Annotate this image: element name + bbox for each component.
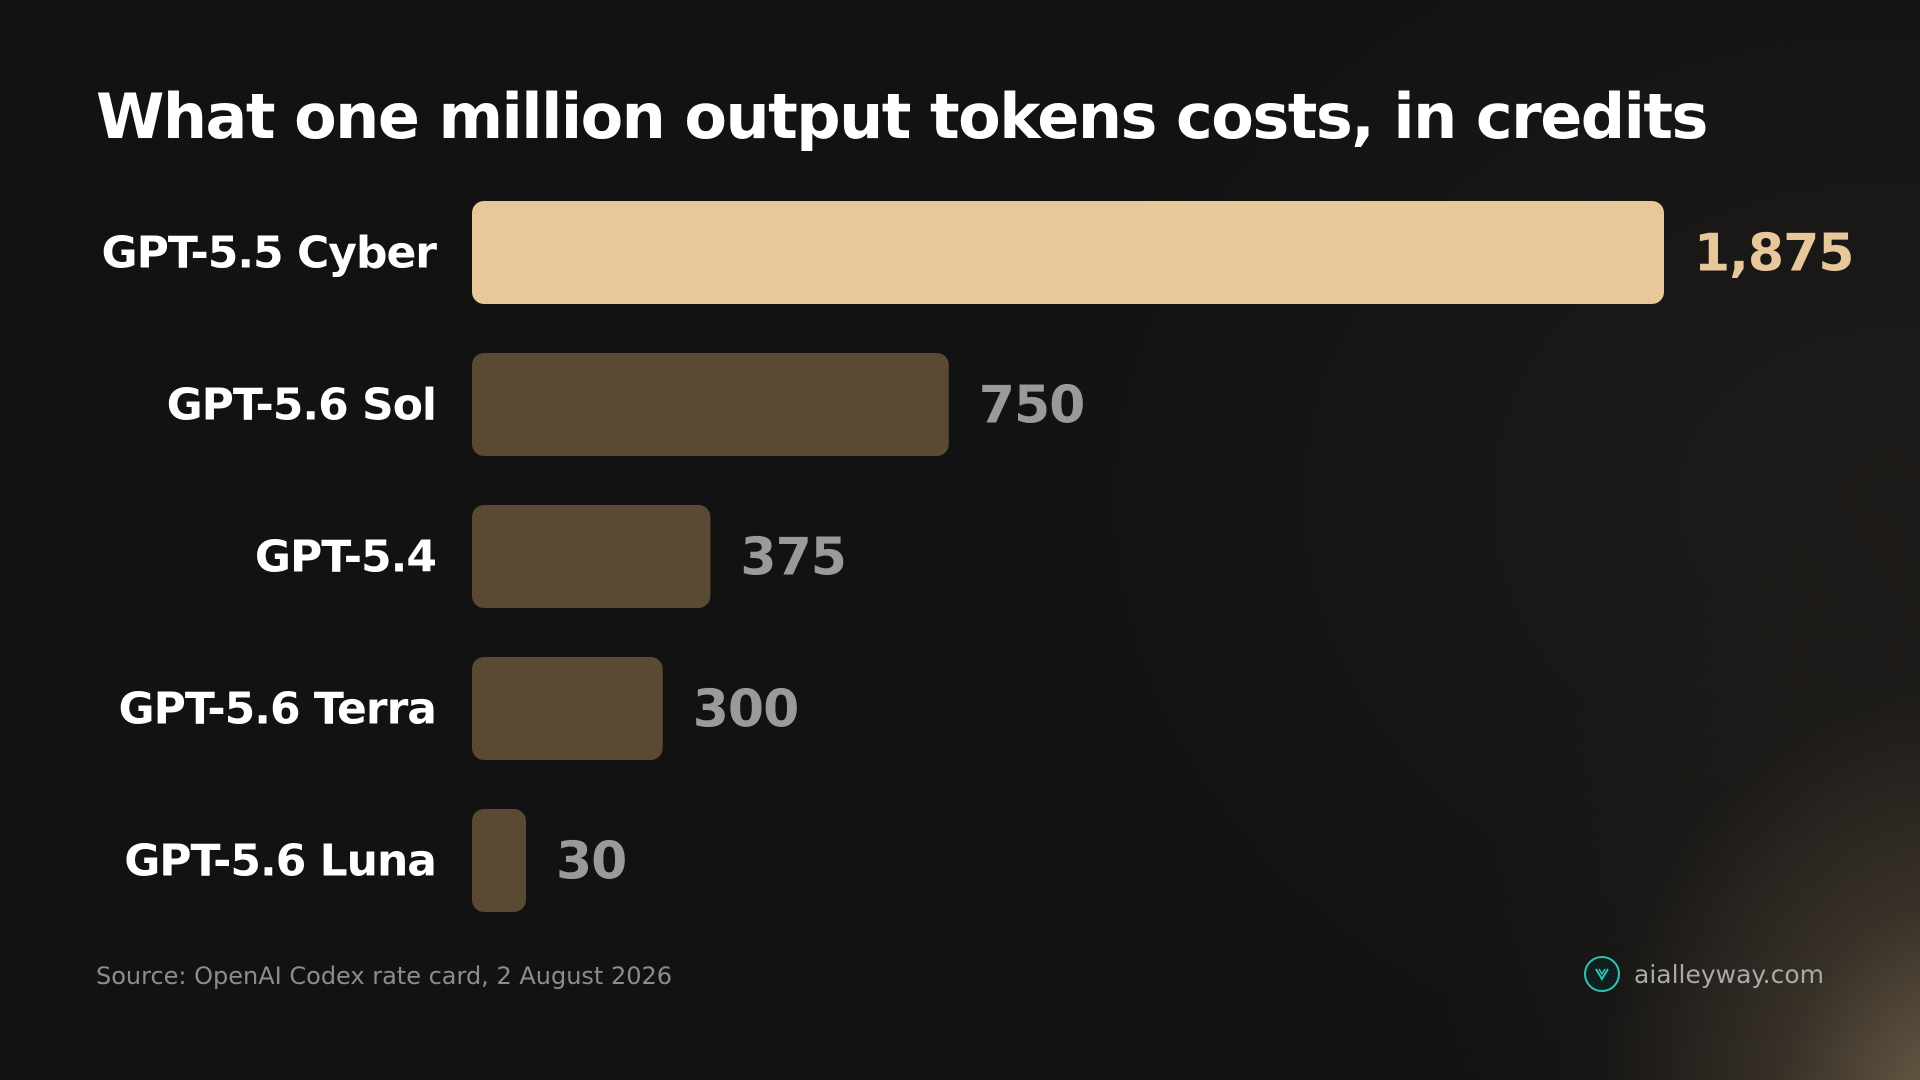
value-label-gpt-5-6-terra: 300 bbox=[693, 680, 799, 740]
bar-gpt-5-6-terra bbox=[472, 657, 663, 760]
chart-title: What one million output tokens costs, in… bbox=[96, 80, 1708, 153]
value-label-gpt-5-4: 375 bbox=[740, 528, 846, 588]
category-label-gpt-5-6-terra: GPT-5.6 Terra bbox=[118, 684, 436, 735]
brand-text: aialleyway.com bbox=[1634, 959, 1824, 989]
bar-gpt-5-5-cyber bbox=[472, 201, 1664, 304]
bar-gpt-5-6-sol bbox=[472, 353, 949, 456]
bar-gpt-5-4 bbox=[472, 505, 711, 608]
value-label-gpt-5-5-cyber: 1,875 bbox=[1694, 224, 1853, 284]
category-label-gpt-5-6-luna: GPT-5.6 Luna bbox=[124, 836, 436, 887]
source-note: Source: OpenAI Codex rate card, 2 August… bbox=[96, 962, 673, 990]
brand: aialleyway.com bbox=[1584, 956, 1824, 992]
bar-gpt-5-6-luna bbox=[472, 809, 526, 912]
aialleyway-logo-icon bbox=[1584, 956, 1620, 992]
category-label-gpt-5-6-sol: GPT-5.6 Sol bbox=[167, 380, 436, 431]
category-label-gpt-5-4: GPT-5.4 bbox=[255, 532, 436, 583]
category-label-gpt-5-5-cyber: GPT-5.5 Cyber bbox=[102, 228, 438, 279]
value-label-gpt-5-6-sol: 750 bbox=[979, 376, 1085, 436]
value-label-gpt-5-6-luna: 30 bbox=[556, 832, 626, 892]
